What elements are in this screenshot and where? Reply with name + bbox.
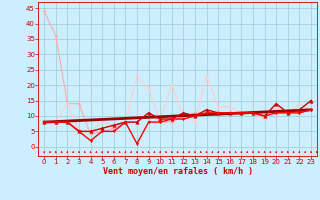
X-axis label: Vent moyen/en rafales ( km/h ): Vent moyen/en rafales ( km/h ) <box>103 167 252 176</box>
